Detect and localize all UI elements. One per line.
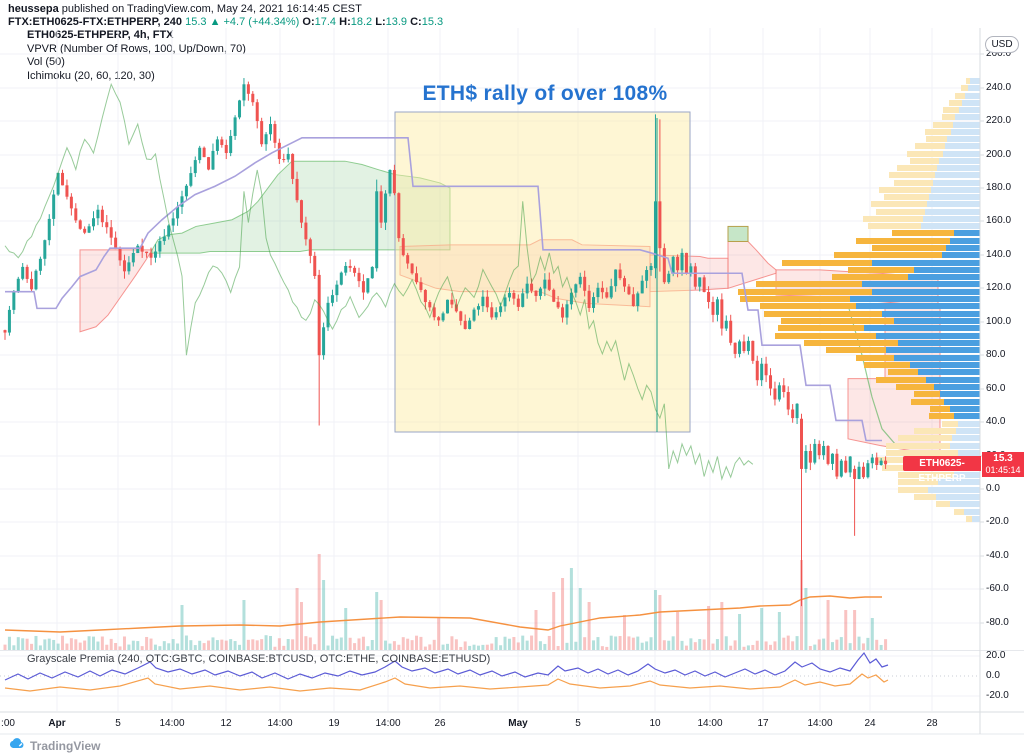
price-tag-countdown: 01:45:14 [985, 465, 1021, 475]
legend-vol[interactable]: Vol (50) [27, 56, 65, 68]
close-label: C: [410, 16, 422, 28]
grayscale-premia-legend[interactable]: Grayscale Premia (240, OTC:GBTC, COINBAS… [27, 653, 491, 665]
open-label: O: [302, 16, 315, 28]
price-tag-value: 15.3 [993, 453, 1013, 464]
publish-line: heussepa published on TradingView.com, M… [8, 3, 443, 16]
legend-vpvr[interactable]: VPVR (Number Of Rows, 100, Up/Down, 70) [27, 42, 246, 55]
low-label: L: [375, 16, 386, 28]
high-label: H: [339, 16, 351, 28]
close-value: 15.3 [421, 16, 444, 28]
legend-symbol[interactable]: ETH0625-ETHPERP, 4h, FTX [27, 29, 174, 41]
author-name: heussepa [8, 3, 59, 15]
indicator-legend: ETH0625-ETHPERP, 4h, FTX VPVR (Number Of… [27, 29, 246, 83]
rally-annotation-text[interactable]: ETH$ rally of over 108% [422, 82, 668, 105]
currency-badge[interactable]: USD [985, 36, 1019, 53]
price-tag-label: ETH0625-ETHPERP [903, 456, 981, 484]
high-value: 18.2 [350, 16, 373, 28]
price-change: ▲ +4.7 (+44.34%) [209, 16, 300, 28]
symbol-ohlc-line: FTX:ETH0625-FTX:ETHPERP, 240 15.3 ▲ +4.7… [8, 16, 443, 29]
open-value: 17.4 [314, 16, 337, 28]
low-value: 13.9 [385, 16, 408, 28]
last-price: 15.3 [185, 16, 207, 28]
publish-info: published on TradingView.com, May 24, 20… [58, 3, 362, 15]
legend-ichimoku[interactable]: Ichimoku (20, 60, 120, 30) [27, 69, 155, 82]
tradingview-logo-icon [8, 737, 25, 754]
price-tag-axis: 15.3 01:45:14 [982, 452, 1024, 477]
symbol-name: FTX:ETH0625-FTX:ETHPERP, 240 [8, 16, 183, 28]
watermark-text: TradingView [30, 739, 101, 753]
tradingview-watermark[interactable]: TradingView [8, 737, 100, 754]
publish-header: heussepa published on TradingView.com, M… [8, 3, 443, 29]
